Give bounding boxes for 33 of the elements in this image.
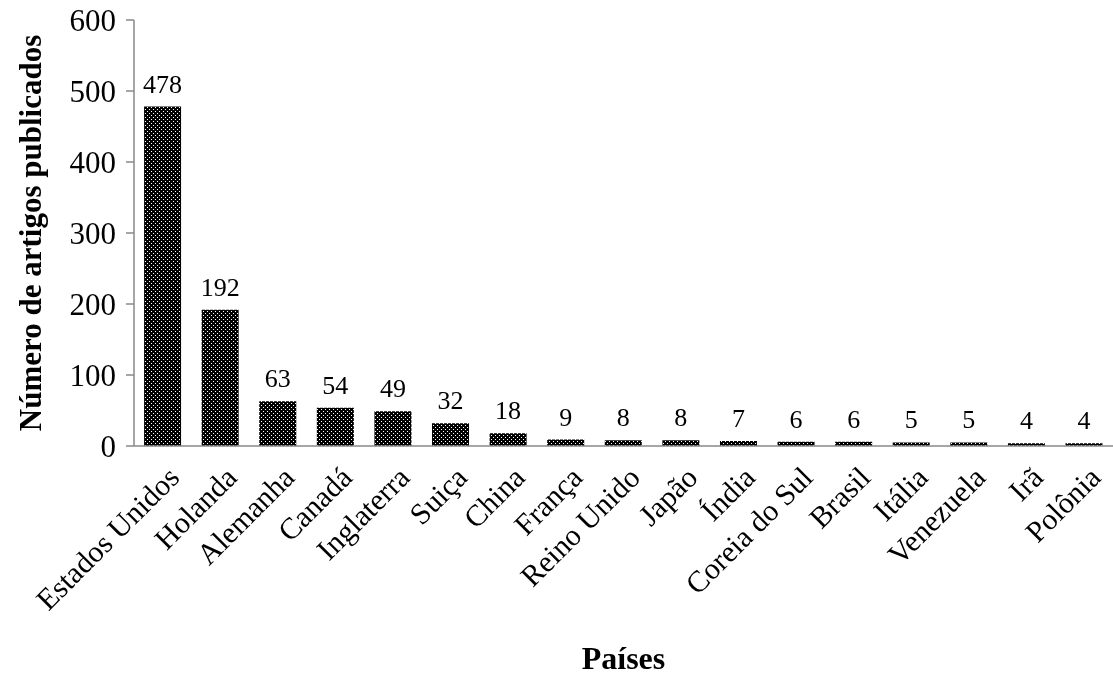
- data-label: 4: [1019, 406, 1033, 436]
- bar: [201, 309, 239, 446]
- bar: [374, 411, 412, 446]
- data-label: 6: [847, 404, 861, 434]
- data-label: 32: [437, 386, 464, 416]
- data-label: 9: [559, 402, 573, 432]
- x-axis-title: Países: [581, 640, 666, 676]
- data-label: 6: [789, 404, 803, 434]
- bar: [144, 106, 182, 446]
- bar: [432, 423, 470, 446]
- y-tick-label: 600: [69, 2, 116, 38]
- data-label: 7: [731, 404, 745, 434]
- y-tick-label: 500: [69, 73, 116, 109]
- y-tick-label: 0: [100, 428, 116, 464]
- bar: [489, 433, 527, 446]
- data-label: 63: [264, 364, 291, 394]
- data-label: 49: [379, 374, 406, 404]
- data-label: 5: [904, 405, 918, 435]
- bar: [259, 401, 297, 446]
- data-label: 5: [962, 405, 976, 435]
- data-label: 8: [616, 403, 630, 433]
- data-label: 18: [495, 396, 522, 426]
- y-tick-label: 200: [69, 286, 116, 322]
- y-tick-label: 100: [69, 357, 116, 393]
- y-tick-label: 400: [69, 144, 116, 180]
- data-label: 8: [674, 403, 688, 433]
- data-label: 192: [200, 272, 240, 302]
- data-label: 54: [322, 370, 349, 400]
- y-tick-label: 300: [69, 215, 116, 251]
- y-axis-title: Número de artigos publicados: [12, 34, 48, 432]
- data-label: 478: [143, 69, 183, 99]
- bar: [316, 407, 354, 446]
- data-label: 4: [1077, 406, 1091, 436]
